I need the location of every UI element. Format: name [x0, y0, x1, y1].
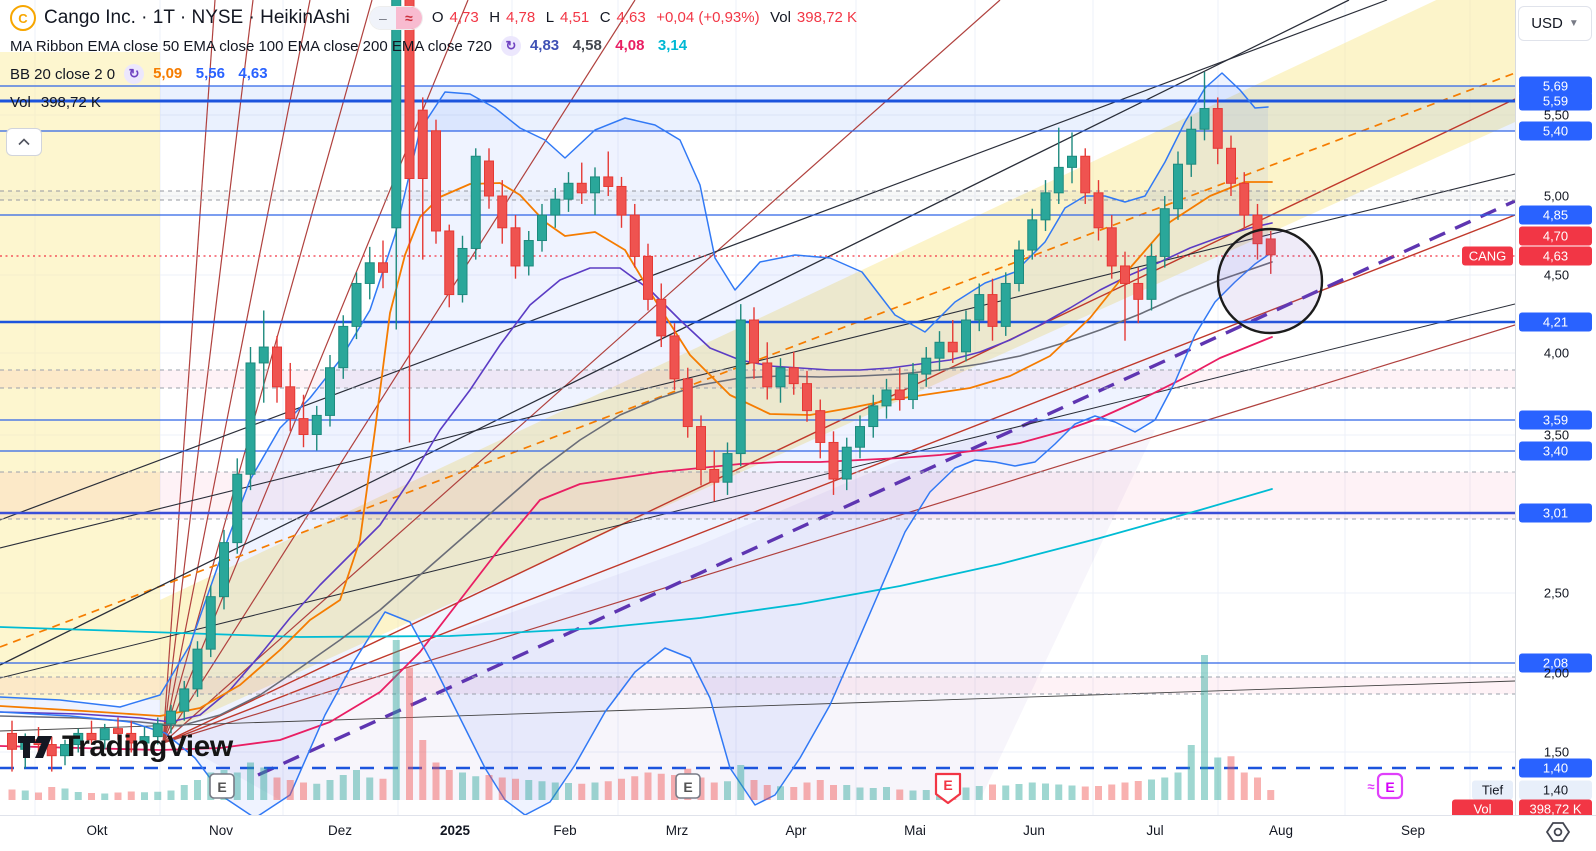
low-value: 4,51 — [560, 9, 590, 26]
price-scale-label: 5,40 — [1519, 121, 1592, 141]
price-scale-label: 5,59 — [1519, 91, 1592, 111]
price-scale-label: 4,21 — [1519, 312, 1592, 332]
collapse-legend-button[interactable] — [6, 128, 42, 156]
time-axis-label-apr: Apr — [785, 823, 807, 838]
price-scale-label: 2,00 — [1543, 665, 1570, 681]
scale-chip-vol: Vol — [1452, 799, 1513, 815]
scale-chip-cang: CANG — [1462, 246, 1513, 266]
svg-text:E: E — [683, 779, 692, 795]
cango-logo-icon: C — [10, 5, 36, 31]
svg-text:E: E — [217, 779, 226, 795]
price-scale-label: 4,70 — [1519, 226, 1592, 246]
price-scale-label: 3,40 — [1519, 441, 1592, 461]
ma-ribbon-values: 4,83 4,58 4,08 3,14 — [521, 37, 687, 55]
volume-value: 398,72 K — [796, 9, 857, 26]
refresh-icon[interactable]: ↻ — [124, 64, 145, 84]
bb-label: BB 20 close 2 0 — [10, 65, 116, 83]
price-scale-label: 4,85 — [1519, 205, 1592, 225]
vol-label: Vol — [10, 93, 31, 111]
currency-dropdown[interactable]: USD ▼ — [1518, 6, 1592, 41]
bb-upper-value: 5,56 — [195, 65, 225, 82]
watermark-text: TradingView — [62, 730, 233, 763]
earnings-marker-confirmed[interactable]: E — [934, 772, 962, 805]
chevron-up-icon — [18, 138, 30, 146]
price-scale-label: 1,50 — [1543, 744, 1570, 760]
ema100-value: 4,58 — [572, 37, 602, 54]
price-scale-label: 398,72 K — [1519, 799, 1592, 819]
time-axis-label-jun: Jun — [1023, 823, 1045, 838]
price-scale-label: 3,59 — [1519, 410, 1592, 430]
axis-settings-button[interactable] — [1541, 818, 1575, 846]
volume-legend-row[interactable]: Vol 398,72 K — [10, 88, 863, 116]
price-scale-label: 5,00 — [1543, 188, 1570, 204]
time-axis-label-nov: Nov — [208, 823, 234, 838]
bb-basis-value: 5,09 — [153, 65, 183, 82]
symbol-title[interactable]: Cango Inc. · 1T · NYSE · HeikinAshi — [44, 7, 350, 28]
price-scale-label: 1,40 — [1519, 758, 1592, 778]
high-value: 4,78 — [506, 9, 536, 26]
time-axis-label-dez: Dez — [327, 823, 353, 838]
price-scale[interactable]: 5,69 5,59 5,50 5,40 5,00 4,85 4,70 4,63 4,50 4,21… — [1515, 0, 1596, 819]
time-axis-label-2025: 2025 — [439, 823, 471, 838]
time-axis-label-feb: Feb — [553, 823, 577, 838]
price-scale-label: 5,69 — [1519, 76, 1592, 96]
price-scale-label: 1,40 — [1519, 780, 1592, 800]
earnings-marker-past[interactable]: E — [209, 773, 235, 799]
change-value: +0,04 (+0,93%) — [656, 9, 760, 26]
ohlc-values: O 4,73 H 4,78 L 4,51 C 4,63 +0,04 (+0,93%) V… — [431, 9, 857, 26]
time-axis-label-mrz: Mrz — [665, 823, 689, 838]
chart-legend: C Cango Inc. · 1T · NYSE · HeikinAshi – … — [10, 4, 863, 116]
scale-chip-tief: Tief — [1472, 780, 1513, 800]
bb-lower-value: 4,63 — [238, 65, 268, 82]
svg-text:E: E — [1385, 779, 1394, 795]
time-axis-label-jul: Jul — [1146, 823, 1164, 838]
chevron-down-icon: ▼ — [1568, 18, 1579, 29]
close-value: 4,63 — [616, 9, 646, 26]
price-chart[interactable]: E E E E≈ — [0, 0, 1515, 815]
time-axis-label-mai: Mai — [904, 823, 926, 838]
price-scale-label: 2,08 — [1519, 653, 1592, 673]
symbol-legend-row: C Cango Inc. · 1T · NYSE · HeikinAshi – … — [10, 4, 863, 32]
time-axis[interactable]: Okt Nov Dez 2025 Feb Mrz Apr Mai Jun Jul Aug Sep — [0, 815, 1596, 851]
bb-values: 5,09 5,56 4,63 — [144, 65, 268, 83]
price-scale-label: 2,50 — [1543, 585, 1570, 601]
bollinger-legend-row[interactable]: BB 20 close 2 0 ↻ 5,09 5,56 4,63 — [10, 60, 863, 88]
price-scale-label: 4,63 — [1519, 246, 1592, 266]
time-axis-label-aug: Aug — [1268, 823, 1294, 838]
price-scale-label: 4,50 — [1543, 267, 1570, 283]
tradingview-watermark: TradingView — [18, 730, 233, 764]
ema720-value: 3,14 — [657, 37, 688, 54]
ema50-value: 4,83 — [529, 37, 560, 54]
earnings-marker-estimate[interactable]: E≈ — [1367, 772, 1404, 800]
svg-text:E: E — [943, 777, 952, 793]
chart-canvas[interactable]: E E E E ≈ C Cango Inc. · 1T · NYSE · HeikinA… — [0, 0, 1515, 815]
dash-toggle-icon[interactable]: – — [369, 7, 396, 29]
price-scale-label: 5,50 — [1543, 107, 1570, 123]
open-value: 4,73 — [449, 9, 479, 26]
currency-label: USD — [1531, 15, 1563, 32]
time-axis-label-sep: Sep — [1400, 823, 1426, 838]
price-scale-label: 4,00 — [1543, 345, 1570, 361]
vol-row-value: 398,72 K — [40, 93, 101, 111]
tradingview-logo-icon — [18, 736, 52, 758]
ma-ribbon-label: MA Ribbon EMA close 50 EMA close 100 EMA… — [10, 37, 492, 55]
time-axis-label-okt: Okt — [86, 823, 108, 838]
price-scale-label: 3,01 — [1519, 503, 1592, 523]
price-scale-label: 3,50 — [1543, 427, 1570, 443]
ma-ribbon-legend-row[interactable]: MA Ribbon EMA close 50 EMA close 100 EMA… — [10, 32, 863, 60]
refresh-icon[interactable]: ↻ — [500, 36, 521, 56]
candle-style-toggle[interactable]: – ≈ — [369, 7, 422, 29]
wave-toggle-icon[interactable]: ≈ — [395, 7, 422, 29]
earnings-marker-past[interactable]: E — [675, 773, 701, 799]
gear-icon — [1545, 822, 1571, 842]
ema200-value: 4,08 — [615, 37, 645, 54]
svg-text:≈: ≈ — [1367, 779, 1374, 794]
